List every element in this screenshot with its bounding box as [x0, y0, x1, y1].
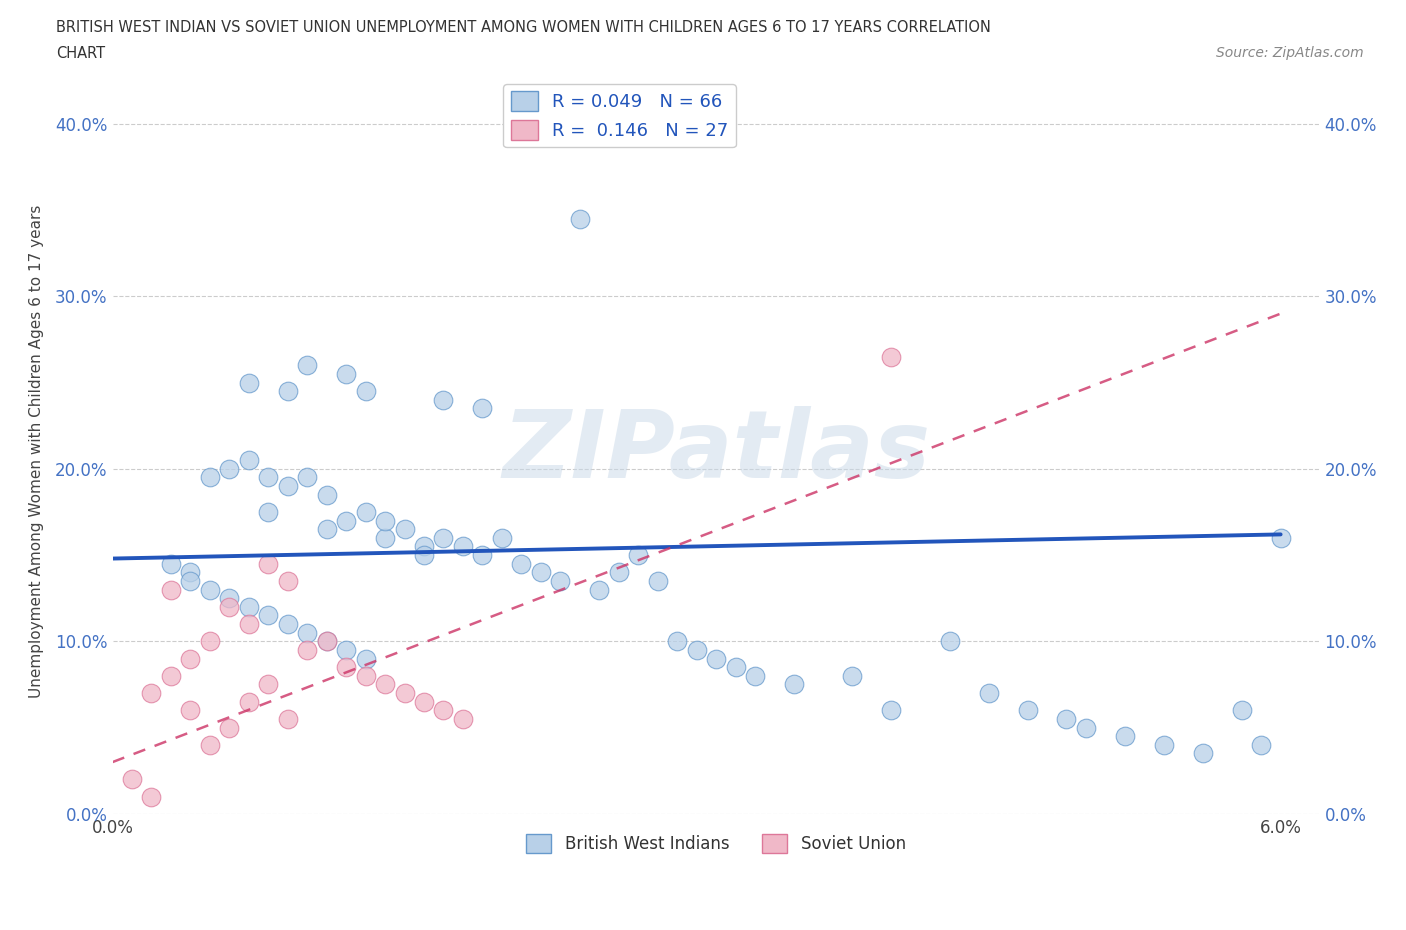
Point: [530, 565, 553, 579]
Point: [880, 350, 903, 365]
Point: [451, 539, 474, 554]
Point: [160, 669, 183, 684]
Point: [297, 470, 319, 485]
Point: [1153, 737, 1175, 752]
Point: [627, 548, 650, 563]
Point: [315, 634, 337, 649]
Point: [160, 556, 183, 571]
Point: [238, 617, 260, 631]
Point: [141, 685, 163, 700]
Point: [179, 703, 201, 718]
Point: [218, 600, 240, 615]
Point: [880, 703, 903, 718]
Point: [238, 695, 260, 710]
Point: [685, 643, 707, 658]
Point: [354, 651, 377, 666]
Point: [354, 669, 377, 684]
Point: [568, 211, 591, 226]
Point: [198, 582, 221, 597]
Point: [394, 685, 416, 700]
Point: [335, 513, 357, 528]
Point: [374, 513, 396, 528]
Point: [335, 659, 357, 674]
Point: [218, 720, 240, 735]
Point: [198, 470, 221, 485]
Point: [218, 591, 240, 605]
Point: [432, 530, 454, 545]
Point: [141, 790, 163, 804]
Point: [394, 522, 416, 537]
Point: [315, 634, 337, 649]
Point: [277, 574, 299, 589]
Text: CHART: CHART: [56, 46, 105, 61]
Point: [588, 582, 610, 597]
Point: [238, 600, 260, 615]
Point: [432, 392, 454, 407]
Legend: British West Indians, Soviet Union: British West Indians, Soviet Union: [519, 828, 912, 860]
Point: [510, 556, 533, 571]
Point: [257, 505, 280, 520]
Point: [277, 384, 299, 399]
Point: [198, 634, 221, 649]
Point: [277, 617, 299, 631]
Point: [1074, 720, 1097, 735]
Text: BRITISH WEST INDIAN VS SOVIET UNION UNEMPLOYMENT AMONG WOMEN WITH CHILDREN AGES : BRITISH WEST INDIAN VS SOVIET UNION UNEM…: [56, 20, 991, 35]
Point: [724, 659, 747, 674]
Point: [160, 582, 183, 597]
Point: [297, 643, 319, 658]
Point: [315, 522, 337, 537]
Point: [179, 574, 201, 589]
Point: [198, 737, 221, 752]
Point: [257, 608, 280, 623]
Point: [432, 703, 454, 718]
Point: [315, 487, 337, 502]
Point: [413, 539, 436, 554]
Point: [744, 669, 766, 684]
Point: [121, 772, 143, 787]
Point: [841, 669, 863, 684]
Point: [471, 548, 494, 563]
Point: [783, 677, 806, 692]
Point: [451, 711, 474, 726]
Point: [1056, 711, 1078, 726]
Point: [491, 530, 513, 545]
Y-axis label: Unemployment Among Women with Children Ages 6 to 17 years: Unemployment Among Women with Children A…: [30, 205, 44, 698]
Point: [704, 651, 727, 666]
Point: [297, 358, 319, 373]
Point: [1114, 729, 1136, 744]
Point: [666, 634, 689, 649]
Point: [238, 375, 260, 390]
Point: [179, 651, 201, 666]
Point: [257, 556, 280, 571]
Text: Source: ZipAtlas.com: Source: ZipAtlas.com: [1216, 46, 1364, 60]
Point: [277, 711, 299, 726]
Point: [938, 634, 960, 649]
Point: [297, 625, 319, 640]
Point: [238, 453, 260, 468]
Point: [1250, 737, 1272, 752]
Point: [354, 384, 377, 399]
Point: [335, 366, 357, 381]
Point: [374, 530, 396, 545]
Point: [1017, 703, 1039, 718]
Point: [374, 677, 396, 692]
Point: [1191, 746, 1213, 761]
Point: [354, 505, 377, 520]
Point: [257, 470, 280, 485]
Point: [977, 685, 1000, 700]
Point: [550, 574, 572, 589]
Point: [1230, 703, 1253, 718]
Point: [413, 695, 436, 710]
Point: [257, 677, 280, 692]
Point: [471, 401, 494, 416]
Text: ZIPatlas: ZIPatlas: [502, 405, 931, 498]
Point: [277, 479, 299, 494]
Point: [1270, 530, 1292, 545]
Point: [335, 643, 357, 658]
Point: [647, 574, 669, 589]
Point: [413, 548, 436, 563]
Point: [179, 565, 201, 579]
Point: [607, 565, 630, 579]
Point: [218, 461, 240, 476]
